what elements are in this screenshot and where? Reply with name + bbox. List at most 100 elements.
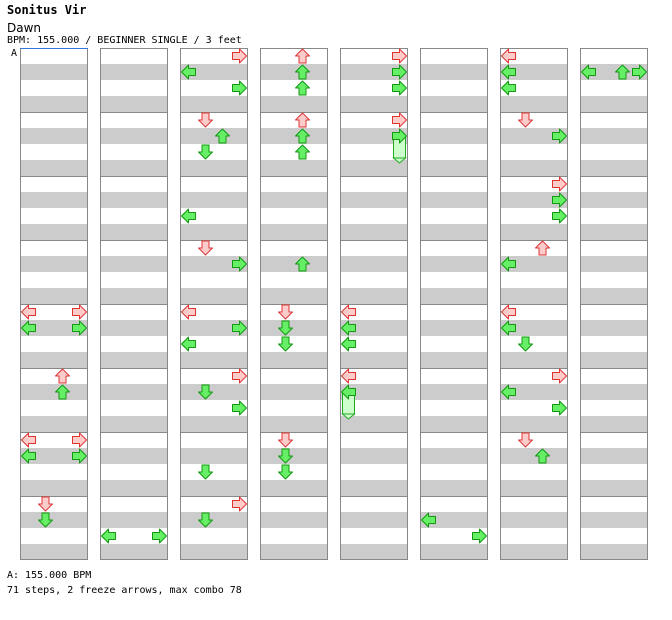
beat-stripe (100, 416, 168, 432)
up-arrow-icon (295, 144, 310, 160)
left-arrow-icon (501, 384, 516, 400)
beat-stripe (180, 384, 248, 400)
left-arrow-icon (341, 304, 356, 320)
beat-stripe (260, 288, 328, 304)
beat-stripe (500, 224, 568, 240)
down-arrow-icon (198, 512, 213, 528)
beat-stripe (340, 512, 408, 528)
beat-stripe (20, 416, 88, 432)
left-arrow-icon (501, 320, 516, 336)
beat-stripe (580, 96, 648, 112)
up-arrow-icon (55, 368, 70, 384)
beat-stripe (420, 288, 488, 304)
beat-stripe (20, 256, 88, 272)
right-arrow-icon (232, 256, 247, 272)
beat-stripe (420, 320, 488, 336)
beat-stripe (20, 384, 88, 400)
right-arrow-icon (72, 448, 87, 464)
beat-stripe (100, 224, 168, 240)
chart-column (180, 48, 248, 560)
chart-column (420, 48, 488, 560)
left-arrow-icon (501, 64, 516, 80)
beat-stripe (340, 256, 408, 272)
beat-stripe (20, 352, 88, 368)
beat-stripe (500, 384, 568, 400)
beat-stripe (500, 512, 568, 528)
up-arrow-icon (295, 48, 310, 64)
right-arrow-icon (232, 80, 247, 96)
left-arrow-icon (21, 320, 36, 336)
left-arrow-icon (421, 512, 436, 528)
beat-stripe (340, 96, 408, 112)
right-arrow-icon (552, 368, 567, 384)
beat-stripe (500, 160, 568, 176)
beat-stripe (580, 64, 648, 80)
beat-stripe (580, 224, 648, 240)
right-arrow-icon (232, 48, 247, 64)
left-arrow-icon (341, 368, 356, 384)
down-arrow-icon (198, 112, 213, 128)
down-arrow-icon (198, 464, 213, 480)
beat-stripe (260, 64, 328, 80)
beat-stripe (180, 192, 248, 208)
beat-stripe (20, 544, 88, 560)
beat-stripe (420, 160, 488, 176)
right-arrow-icon (632, 64, 647, 80)
beat-stripe (180, 96, 248, 112)
beat-stripe (580, 384, 648, 400)
down-arrow-icon (518, 432, 533, 448)
beat-stripe (340, 448, 408, 464)
freeze-tail (341, 413, 356, 420)
beat-stripe (20, 320, 88, 336)
right-arrow-icon (392, 64, 407, 80)
chart-column (260, 48, 328, 560)
left-arrow-icon (341, 336, 356, 352)
up-arrow-icon (535, 240, 550, 256)
beat-stripe (340, 384, 408, 400)
right-arrow-icon (552, 192, 567, 208)
beat-stripe (340, 64, 408, 80)
column-border (500, 48, 568, 560)
beat-stripe (20, 192, 88, 208)
beat-stripe (20, 64, 88, 80)
beat-stripe (180, 480, 248, 496)
down-arrow-icon (38, 512, 53, 528)
right-arrow-icon (72, 304, 87, 320)
song-subtitle: Dawn (7, 21, 42, 35)
left-arrow-icon (341, 320, 356, 336)
right-arrow-icon (472, 528, 487, 544)
left-arrow-icon (581, 64, 596, 80)
beat-stripe (580, 512, 648, 528)
column-border (580, 48, 648, 560)
beat-stripe (420, 512, 488, 528)
beat-stripe (340, 160, 408, 176)
beat-stripe (420, 480, 488, 496)
beat-stripe (180, 288, 248, 304)
beat-stripe (420, 416, 488, 432)
chart-column (580, 48, 648, 560)
chart-column (340, 48, 408, 560)
left-arrow-icon (501, 256, 516, 272)
section-marker: A (11, 48, 18, 59)
right-arrow-icon (72, 432, 87, 448)
beat-stripe (100, 512, 168, 528)
beat-stripe (420, 544, 488, 560)
beat-stripe (580, 192, 648, 208)
beat-stripe (260, 128, 328, 144)
beat-stripe (180, 224, 248, 240)
beat-stripe (260, 480, 328, 496)
beat-stripe (500, 544, 568, 560)
beat-stripe (180, 160, 248, 176)
beat-stripe (420, 96, 488, 112)
beat-stripe (100, 256, 168, 272)
beat-stripe (180, 544, 248, 560)
column-border (420, 48, 488, 560)
up-arrow-icon (295, 256, 310, 272)
beat-stripe (340, 288, 408, 304)
beat-stripe (180, 64, 248, 80)
down-arrow-icon (198, 240, 213, 256)
down-arrow-icon (198, 384, 213, 400)
up-arrow-icon (215, 128, 230, 144)
column-border (100, 48, 168, 560)
down-arrow-icon (198, 144, 213, 160)
